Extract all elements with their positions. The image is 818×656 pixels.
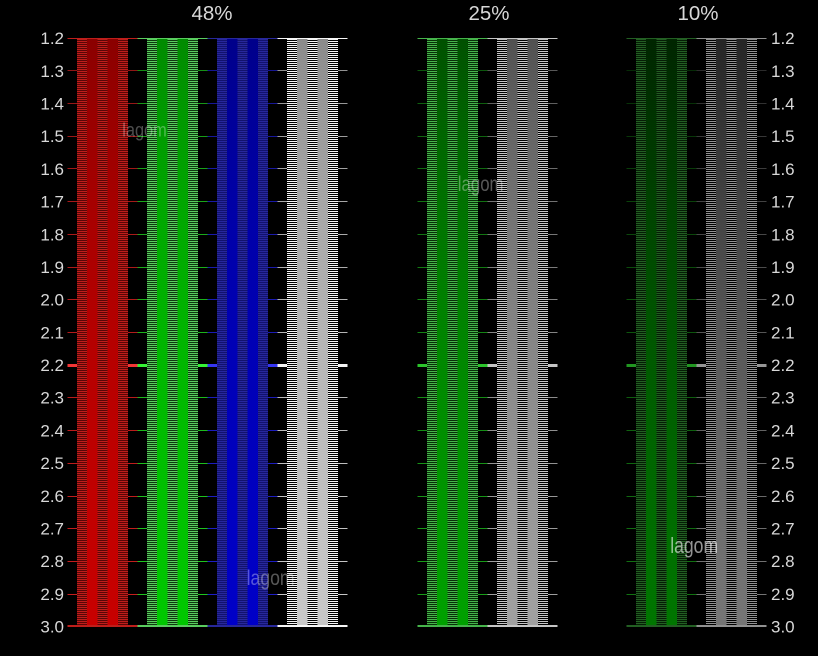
svg-text:1.8: 1.8 <box>771 225 795 244</box>
svg-text:lagom: lagom <box>458 173 504 196</box>
svg-text:2.6: 2.6 <box>771 487 795 506</box>
svg-text:1.3: 1.3 <box>40 62 64 81</box>
svg-text:1.8: 1.8 <box>40 225 64 244</box>
svg-text:25%: 25% <box>468 2 509 25</box>
svg-text:1.9: 1.9 <box>40 258 64 277</box>
svg-text:48%: 48% <box>191 2 232 25</box>
svg-text:2.2: 2.2 <box>771 356 795 375</box>
svg-text:1.6: 1.6 <box>40 160 64 179</box>
svg-text:1.9: 1.9 <box>771 258 795 277</box>
svg-text:1.4: 1.4 <box>40 95 64 114</box>
svg-text:2.9: 2.9 <box>40 585 64 604</box>
svg-text:1.7: 1.7 <box>40 193 64 212</box>
svg-text:2.8: 2.8 <box>40 552 64 571</box>
svg-text:2.5: 2.5 <box>771 454 795 473</box>
svg-text:2.3: 2.3 <box>771 389 795 408</box>
svg-text:1.7: 1.7 <box>771 193 795 212</box>
svg-text:1.3: 1.3 <box>771 62 795 81</box>
svg-text:2.1: 2.1 <box>40 323 64 342</box>
svg-text:2.8: 2.8 <box>771 552 795 571</box>
svg-text:2.0: 2.0 <box>771 291 795 310</box>
svg-text:2.7: 2.7 <box>771 520 795 539</box>
svg-text:2.4: 2.4 <box>771 421 795 440</box>
svg-text:1.2: 1.2 <box>771 29 795 48</box>
svg-text:lagom: lagom <box>247 566 295 590</box>
svg-text:2.9: 2.9 <box>771 585 795 604</box>
svg-text:lagom: lagom <box>670 534 718 558</box>
svg-text:3.0: 3.0 <box>40 618 64 637</box>
svg-text:1.2: 1.2 <box>40 29 64 48</box>
svg-text:lagom: lagom <box>122 119 167 141</box>
svg-text:10%: 10% <box>677 2 718 25</box>
svg-text:2.4: 2.4 <box>40 421 64 440</box>
svg-text:1.5: 1.5 <box>40 127 64 146</box>
svg-text:2.7: 2.7 <box>40 520 64 539</box>
svg-text:2.1: 2.1 <box>771 323 795 342</box>
svg-text:2.5: 2.5 <box>40 454 64 473</box>
svg-text:1.6: 1.6 <box>771 160 795 179</box>
svg-text:3.0: 3.0 <box>771 618 795 637</box>
svg-text:2.3: 2.3 <box>40 389 64 408</box>
svg-text:1.4: 1.4 <box>771 95 795 114</box>
svg-text:1.5: 1.5 <box>771 127 795 146</box>
svg-text:2.6: 2.6 <box>40 487 64 506</box>
svg-text:2.2: 2.2 <box>40 356 64 375</box>
svg-text:2.0: 2.0 <box>40 291 64 310</box>
